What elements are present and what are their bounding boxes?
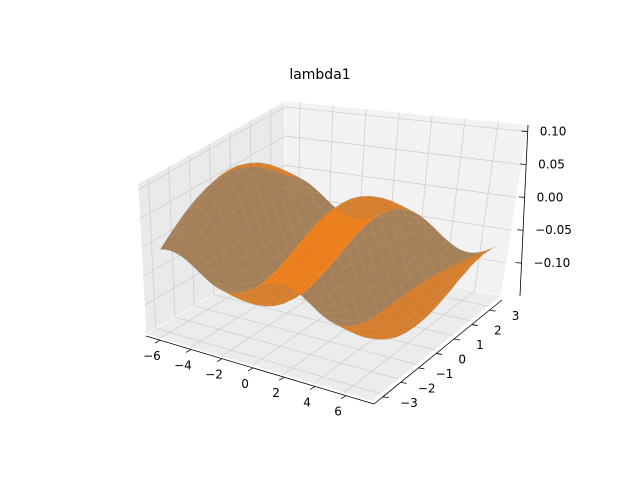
grid-line-y xyxy=(155,327,382,395)
z-tick-mark xyxy=(518,196,525,198)
x-tick-mark xyxy=(309,386,316,390)
z-tick-mark xyxy=(520,163,527,165)
z-tick-mark xyxy=(515,262,522,264)
x-tick-label: −6 xyxy=(143,349,161,363)
y-tick-label: 3 xyxy=(512,309,520,323)
y-tick-label: 1 xyxy=(476,338,484,352)
y-tick-mark xyxy=(418,367,425,370)
z-tick-label: 0.05 xyxy=(538,157,565,171)
x-tick-mark xyxy=(216,358,223,363)
z-tick-label: 0.00 xyxy=(537,190,564,204)
x-tick-label: −4 xyxy=(174,358,192,372)
series-orange-surface xyxy=(160,162,497,340)
y-tick-label: −2 xyxy=(418,381,436,395)
y-axis-line xyxy=(373,299,503,405)
grid-line-z-back xyxy=(284,106,528,132)
y-tick-label: −1 xyxy=(436,367,454,381)
z-tick-label: −0.05 xyxy=(535,223,572,237)
x-tick-mark xyxy=(154,339,161,344)
z-tick-label: 0.10 xyxy=(540,125,567,139)
x-tick-label: 0 xyxy=(241,377,249,391)
z-axis-line xyxy=(519,124,529,297)
grid-line-y xyxy=(174,316,399,380)
grid-line-z-back xyxy=(284,164,517,198)
x-tick-mark xyxy=(340,395,347,400)
y-tick-label: 2 xyxy=(494,324,502,338)
grid-line-y xyxy=(194,305,417,365)
grid-line-z-left xyxy=(138,106,286,191)
z-tick-mark xyxy=(521,130,528,132)
y-tick-mark xyxy=(453,338,461,341)
grid-line-y-left xyxy=(147,178,157,329)
x-tick-label: 6 xyxy=(334,405,342,419)
y-tick-label: 0 xyxy=(458,352,466,366)
y-tick-mark xyxy=(400,381,407,384)
axes xyxy=(145,124,529,405)
x-tick-label: 4 xyxy=(303,395,311,409)
grid-line-x-back xyxy=(474,122,499,291)
x-tick-label: −2 xyxy=(205,368,223,382)
orange-surface-patch xyxy=(482,246,497,255)
y-tick-mark xyxy=(436,353,443,355)
y-tick-mark xyxy=(489,309,496,312)
grid-line-z-back xyxy=(284,135,522,165)
grid-line-z-left xyxy=(139,135,286,219)
x-ticks: −6 −4 −2 0 2 4 6 xyxy=(143,339,347,419)
y-tick-mark xyxy=(471,324,478,326)
grid-line-y xyxy=(213,294,435,351)
y-tick-mark xyxy=(382,396,389,399)
z-tick-mark xyxy=(517,229,524,231)
x-axis-line xyxy=(145,335,375,405)
surfaces xyxy=(160,162,497,340)
x-tick-mark xyxy=(185,349,192,353)
x-tick-mark xyxy=(247,367,254,372)
x-tick-mark xyxy=(278,376,285,381)
z-tick-label: −0.10 xyxy=(534,256,571,270)
z-ticks: 0.10 0.05 0.00 −0.05 −0.10 xyxy=(515,125,572,270)
grid-line-x xyxy=(344,290,475,394)
x-tick-label: 2 xyxy=(272,386,280,400)
chart-title: lambda1 xyxy=(289,67,350,83)
y-tick-label: −3 xyxy=(400,396,418,410)
